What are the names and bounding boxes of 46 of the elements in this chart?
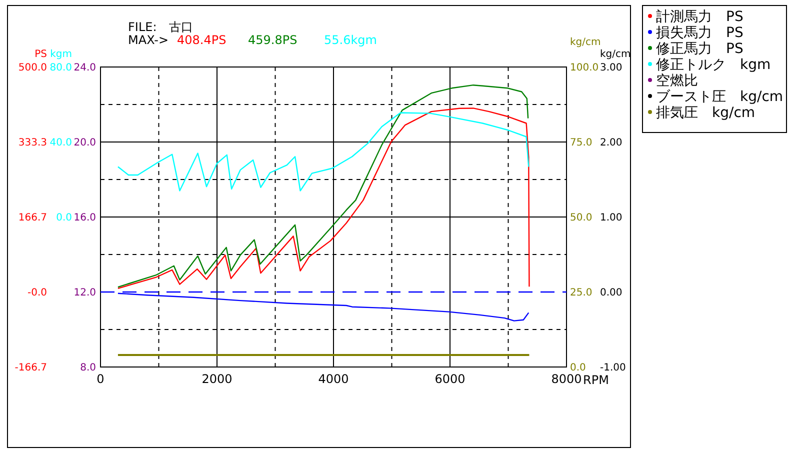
y3-tick-label: 50.0 [570, 212, 592, 224]
x-tick-label: 2000 [202, 372, 232, 386]
x-tick-label: 4000 [318, 372, 349, 386]
text: 12.0 [74, 287, 96, 298]
text: FILE: 古口 [128, 20, 193, 34]
y3-tick-label: 25.0 [570, 288, 592, 298]
x-tick-label: 6000 [434, 372, 466, 386]
x-tick-label: 0 [96, 372, 104, 386]
y-tick-label: -166.7 [14, 362, 47, 374]
y3-tick-label: 75.0 [570, 138, 592, 148]
text: 3.00 [600, 62, 622, 74]
text: 0.00 [600, 287, 622, 298]
y2-tick-label: 40.0 [50, 138, 72, 148]
line-series [117, 112, 530, 192]
text: kg/cm [600, 49, 631, 60]
legend-label: ブースト圧 kg/cm [656, 89, 784, 105]
y2-tick-label: 0.0 [56, 212, 72, 224]
y3-tick-label: 100.0 [570, 62, 599, 74]
text: 2.00 [600, 138, 622, 149]
text: 1.00 [600, 212, 622, 224]
text: 20.0 [74, 138, 96, 149]
y-tick-label: 166.7 [18, 212, 47, 224]
y3-tick-label: 0.0 [570, 362, 586, 374]
legend-label: 計測馬力 PS [656, 9, 744, 25]
text: 55.6kgm [324, 33, 377, 47]
text: -1.00 [600, 362, 626, 374]
legend-label: 排気圧 kg/cm [656, 105, 756, 121]
y-axis-title: PS [34, 49, 47, 60]
x-axis-title: RPM [583, 373, 609, 387]
y2-axis-title: kgm [50, 49, 72, 60]
text: 8.0 [80, 362, 96, 374]
legend-label: 損失馬力 PS [656, 25, 744, 41]
text: 408.4PS [177, 33, 226, 47]
legend-label: 修正トルク kgm [656, 57, 771, 73]
legend-label: 空燃比 [656, 73, 698, 89]
text: MAX-> [128, 33, 169, 47]
y-tick-label: 500.0 [18, 62, 47, 74]
text: 16.0 [74, 212, 96, 224]
text: 24.0 [74, 62, 96, 74]
y-tick-label: 333.3 [18, 138, 47, 149]
y-tick-label: -0.0 [27, 287, 47, 298]
x-tick-label: 8000 [551, 372, 582, 386]
legend-label: 修正馬力 PS [656, 41, 744, 57]
y2-tick-label: 80.0 [50, 62, 72, 74]
text: 459.8PS [248, 33, 298, 47]
y3-axis-title: kg/cm [570, 37, 601, 48]
